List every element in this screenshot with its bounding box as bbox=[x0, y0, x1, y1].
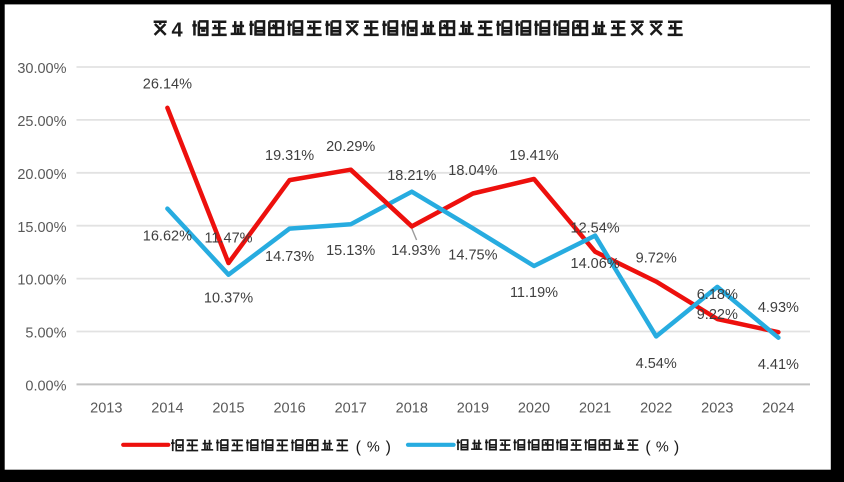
svg-text:%: % bbox=[656, 440, 669, 456]
svg-text:2013: 2013 bbox=[90, 401, 122, 417]
svg-text:2016: 2016 bbox=[273, 401, 305, 417]
svg-text:12.54%: 12.54% bbox=[571, 221, 620, 237]
svg-text:): ) bbox=[386, 439, 391, 456]
svg-text:18.21%: 18.21% bbox=[387, 168, 436, 184]
svg-text:(: ( bbox=[356, 439, 362, 456]
svg-text:2014: 2014 bbox=[151, 401, 183, 417]
svg-text:11.47%: 11.47% bbox=[204, 231, 252, 247]
svg-text:2020: 2020 bbox=[518, 401, 550, 417]
svg-text:26.14%: 26.14% bbox=[143, 77, 192, 93]
svg-text:15.00%: 15.00% bbox=[17, 220, 66, 236]
svg-text:2017: 2017 bbox=[335, 401, 367, 417]
svg-text:2022: 2022 bbox=[640, 401, 672, 417]
svg-text:0.00%: 0.00% bbox=[25, 379, 66, 395]
svg-text:2023: 2023 bbox=[701, 401, 733, 417]
svg-text:%: % bbox=[367, 440, 380, 456]
svg-text:9.22%: 9.22% bbox=[697, 307, 738, 323]
svg-text:19.31%: 19.31% bbox=[265, 148, 314, 164]
svg-text:20.29%: 20.29% bbox=[326, 139, 375, 155]
svg-text:): ) bbox=[674, 439, 679, 456]
svg-text:11.19%: 11.19% bbox=[510, 285, 558, 301]
svg-text:20.00%: 20.00% bbox=[17, 167, 66, 183]
svg-text:14.06%: 14.06% bbox=[571, 256, 620, 272]
svg-text:16.62%: 16.62% bbox=[143, 229, 192, 245]
svg-text:2019: 2019 bbox=[457, 401, 489, 417]
svg-text:10.00%: 10.00% bbox=[17, 273, 66, 289]
svg-text:6.18%: 6.18% bbox=[697, 287, 738, 303]
svg-text:2018: 2018 bbox=[396, 401, 428, 417]
svg-text:19.41%: 19.41% bbox=[509, 148, 558, 164]
svg-text:9.72%: 9.72% bbox=[636, 251, 677, 267]
svg-text:2015: 2015 bbox=[212, 401, 244, 417]
svg-text:2024: 2024 bbox=[762, 401, 794, 417]
svg-text:14.75%: 14.75% bbox=[448, 248, 497, 264]
svg-text:4: 4 bbox=[172, 20, 184, 42]
svg-text:15.13%: 15.13% bbox=[326, 243, 375, 259]
svg-text:2021: 2021 bbox=[579, 401, 611, 417]
svg-text:14.73%: 14.73% bbox=[265, 249, 314, 265]
svg-text:4.54%: 4.54% bbox=[636, 356, 677, 372]
svg-text:10.37%: 10.37% bbox=[204, 291, 253, 307]
svg-text:18.04%: 18.04% bbox=[448, 163, 497, 179]
svg-text:14.93%: 14.93% bbox=[391, 243, 440, 259]
svg-text:25.00%: 25.00% bbox=[17, 114, 66, 130]
svg-text:4.93%: 4.93% bbox=[758, 300, 799, 316]
svg-text:(: ( bbox=[645, 439, 651, 456]
svg-text:5.00%: 5.00% bbox=[25, 326, 66, 342]
svg-text:30.00%: 30.00% bbox=[17, 61, 66, 77]
svg-text:4.41%: 4.41% bbox=[758, 357, 799, 373]
